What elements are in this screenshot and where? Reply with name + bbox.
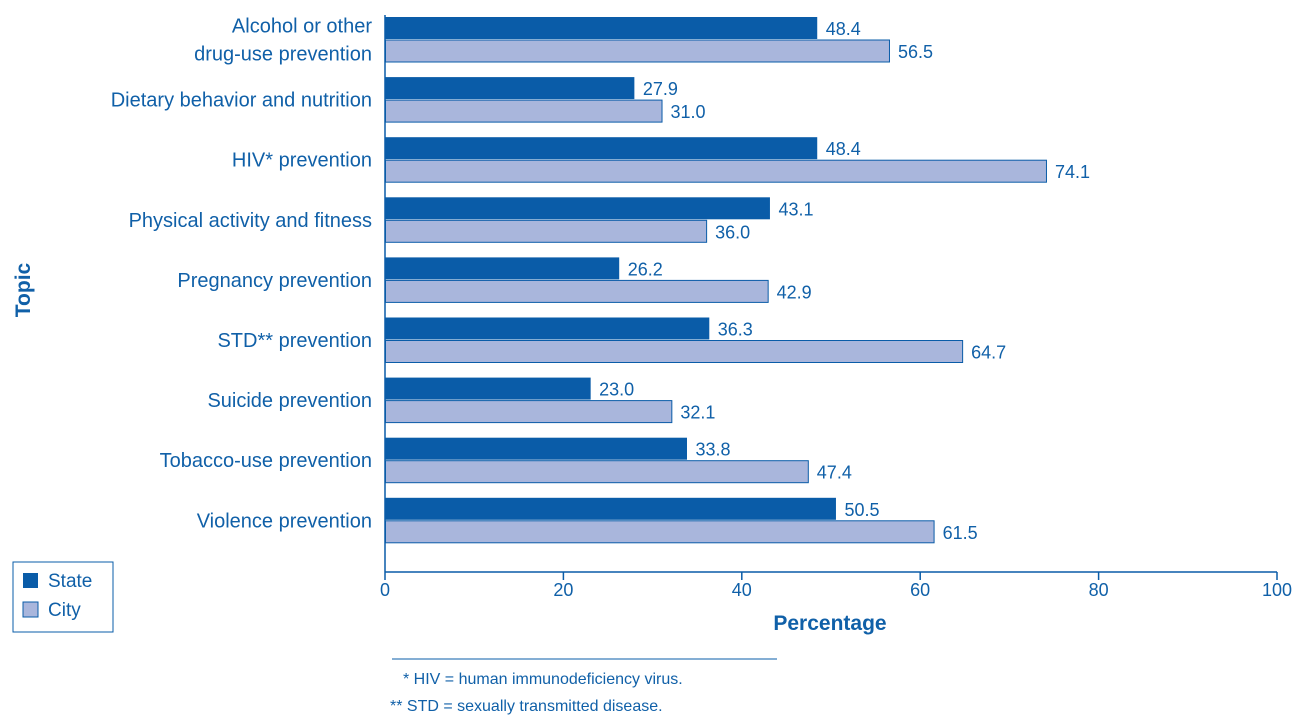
data-label-city-1: 31.0: [671, 102, 706, 122]
data-label-state-4: 26.2: [628, 259, 663, 279]
footnotes: * HIV = human immunodeficiency virus. **…: [390, 658, 777, 715]
bar-state-5: [385, 317, 710, 340]
legend-swatch-city: [22, 601, 39, 618]
x-tick-label-60: 60: [910, 580, 930, 600]
bar-city-6: [385, 400, 673, 424]
bar-city-1: [385, 99, 663, 123]
legend-label-city: City: [48, 600, 81, 621]
data-label-state-8: 50.5: [844, 500, 879, 520]
data-label-state-2: 48.4: [826, 139, 861, 159]
x-axis-title: Percentage: [773, 612, 886, 635]
category-label-3: Physical activity and fitness: [129, 210, 372, 232]
bar-city-3: [385, 219, 708, 243]
legend: State City: [12, 561, 114, 633]
bar-state-1: [385, 77, 635, 100]
bar-state-3: [385, 197, 770, 220]
category-label-1: Dietary behavior and nutrition: [111, 90, 372, 112]
data-label-city-8: 61.5: [943, 523, 978, 543]
category-label-2: HIV* prevention: [232, 150, 372, 172]
footnote-hiv: * HIV = human immunodeficiency virus.: [403, 671, 683, 688]
bar-state-0: [385, 17, 818, 39]
data-label-state-3: 43.1: [778, 199, 813, 219]
bar-city-5: [385, 340, 964, 363]
data-label-state-5: 36.3: [718, 320, 753, 340]
y-axis-title: Topic: [12, 262, 35, 317]
footnote-std: ** STD = sexually transmitted disease.: [390, 698, 663, 715]
bar-state-6: [385, 377, 591, 400]
x-axis: 0 20 40 60 80 100: [380, 15, 1292, 600]
bar-state-8: [385, 497, 836, 520]
data-label-city-4: 42.9: [777, 282, 812, 302]
legend-swatch-state: [23, 573, 38, 588]
legend-label-state: State: [48, 571, 92, 592]
bar-city-7: [385, 460, 809, 484]
data-label-city-7: 47.4: [817, 463, 852, 483]
bar-state-2: [385, 137, 818, 160]
bar-city-8: [385, 520, 935, 544]
data-label-city-0: 56.5: [898, 42, 933, 62]
bar-city-2: [385, 159, 1047, 183]
data-label-state-0: 48.4: [826, 19, 861, 39]
category-label-7: Tobacco-use prevention: [160, 450, 372, 472]
category-label-4: Pregnancy prevention: [177, 270, 372, 292]
x-tick-label-0: 0: [380, 580, 390, 600]
bars-layer: 48.4 56.5 Alcohol or other drug-use prevent…: [111, 16, 1090, 544]
data-label-city-3: 36.0: [715, 222, 750, 242]
x-tick-label-40: 40: [732, 580, 752, 600]
data-label-city-5: 64.7: [971, 343, 1006, 363]
category-label-5: STD** prevention: [217, 330, 372, 352]
x-tick-label-20: 20: [553, 580, 573, 600]
bar-state-7: [385, 437, 687, 460]
bar-city-0: [385, 39, 890, 63]
data-label-state-7: 33.8: [695, 440, 730, 460]
category-label-6: Suicide prevention: [207, 390, 372, 412]
data-label-city-6: 32.1: [680, 403, 715, 423]
data-label-state-6: 23.0: [599, 380, 634, 400]
x-tick-label-100: 100: [1262, 580, 1292, 600]
category-label-8: Violence prevention: [197, 510, 372, 532]
data-label-state-1: 27.9: [643, 79, 678, 99]
bar-state-4: [385, 257, 620, 280]
bar-city-4: [385, 279, 769, 303]
data-label-city-2: 74.1: [1055, 162, 1090, 182]
category-label-0: Alcohol or other drug-use prevention: [194, 16, 372, 66]
x-tick-label-80: 80: [1089, 580, 1109, 600]
